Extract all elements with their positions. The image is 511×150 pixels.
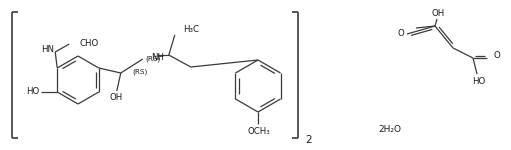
Text: (RS): (RS)	[145, 56, 160, 62]
Text: NH: NH	[151, 52, 164, 62]
Text: HN: HN	[41, 45, 54, 54]
Text: HO: HO	[27, 87, 40, 96]
Text: O: O	[493, 51, 500, 60]
Text: OH: OH	[109, 93, 123, 102]
Text: (RS): (RS)	[133, 69, 148, 75]
Text: CHO: CHO	[79, 39, 99, 48]
Text: HO: HO	[472, 76, 485, 85]
Text: H₃C: H₃C	[183, 26, 199, 34]
Text: OH: OH	[431, 9, 445, 18]
Text: O: O	[398, 30, 404, 39]
Text: 2H₂O: 2H₂O	[379, 126, 402, 135]
Text: OCH₃: OCH₃	[248, 128, 270, 136]
Text: 2: 2	[305, 135, 312, 145]
